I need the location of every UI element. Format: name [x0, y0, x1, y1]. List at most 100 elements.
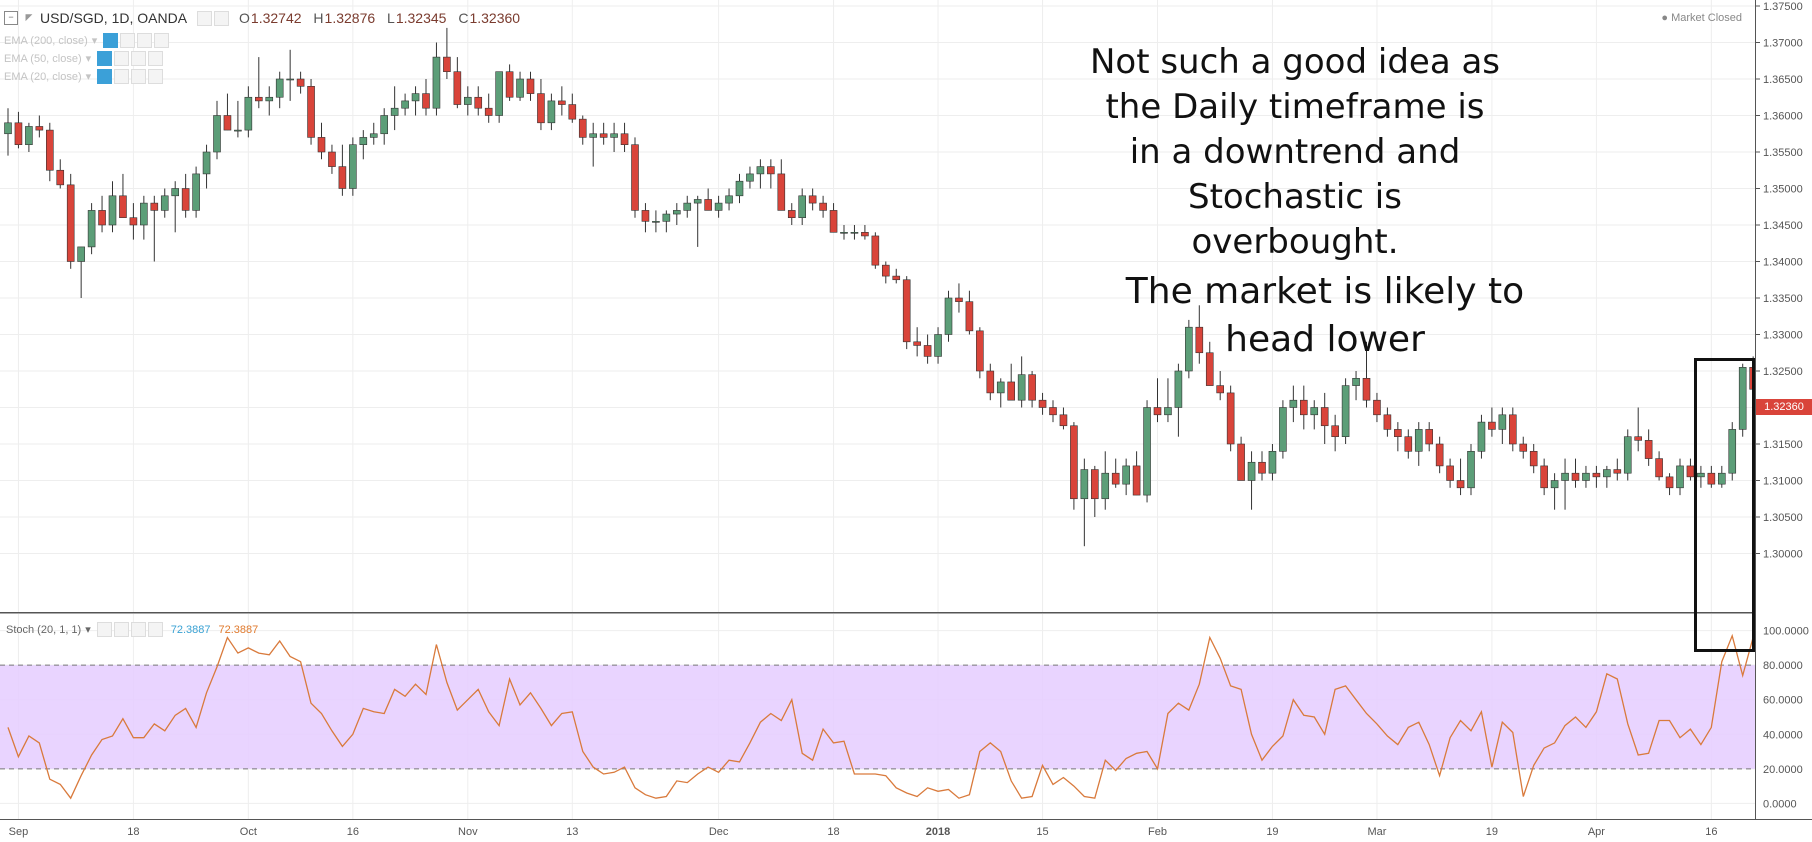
stoch-label[interactable]: Stoch (20, 1, 1) [6, 623, 82, 636]
candle-body [787, 210, 796, 218]
stoch-tick-label: 40.0000 [1763, 729, 1803, 741]
candle-body [1435, 443, 1444, 467]
pane-divider[interactable] [0, 612, 1812, 613]
close-label: C [458, 10, 469, 26]
candle [767, 159, 775, 189]
candle-body [443, 56, 451, 72]
candle-body [1216, 385, 1224, 394]
market-status: ● Market Closed [1661, 12, 1742, 24]
candle [641, 203, 650, 233]
settings-icon[interactable] [114, 51, 130, 66]
price-tick-label: 1.31000 [1763, 476, 1803, 488]
candle-body [610, 133, 618, 138]
time-tick-label: 2018 [926, 826, 950, 838]
candle [140, 195, 148, 240]
candle [881, 261, 890, 284]
stochastic-pane[interactable] [0, 614, 1775, 819]
candle-body [359, 137, 368, 145]
candle-body [223, 115, 232, 131]
candle [108, 181, 117, 233]
candle [976, 327, 984, 379]
candle-body [693, 199, 702, 204]
settings-icon[interactable] [214, 10, 230, 26]
open-value: 1.32742 [250, 10, 302, 26]
candle [996, 378, 1005, 408]
study-ema-200[interactable]: EMA (200, close) ▾ [4, 33, 171, 48]
add-icon[interactable] [131, 51, 147, 66]
add-icon[interactable] [130, 622, 146, 637]
candle-body [1185, 326, 1193, 372]
candle-body [1404, 436, 1413, 452]
candle [1101, 451, 1110, 510]
candle-body [1017, 374, 1026, 401]
candle-body [902, 279, 911, 343]
candle [1237, 436, 1245, 481]
candle-body [4, 122, 12, 135]
candle-body [516, 78, 524, 98]
eye-icon[interactable] [97, 69, 113, 84]
candle-body [484, 107, 493, 116]
candle-body [192, 173, 200, 211]
settings-icon[interactable] [120, 33, 136, 48]
eye-icon[interactable] [96, 622, 112, 637]
study-ema-50[interactable]: EMA (50, close) ▾ [4, 51, 165, 66]
candle-body [1195, 326, 1204, 354]
candle [244, 86, 253, 138]
candle-body [1132, 465, 1141, 496]
stoch-tick-label: 80.0000 [1763, 660, 1803, 672]
symbol-title[interactable]: USD/SGD, 1D, OANDA [40, 10, 188, 26]
time-tick-label: Oct [240, 826, 257, 838]
candle [1310, 400, 1319, 430]
candle-body [45, 129, 54, 171]
candle-body [1644, 440, 1653, 459]
study-ema-20[interactable]: EMA (20, close) ▾ [4, 69, 165, 84]
price-tick-label: 1.36500 [1763, 74, 1803, 86]
settings-icon[interactable] [113, 622, 129, 637]
candle-body [777, 173, 786, 211]
price-tick-label: 1.32500 [1763, 366, 1803, 378]
close-icon[interactable] [154, 33, 170, 48]
candle [693, 195, 702, 247]
candle-body [1603, 469, 1611, 478]
candle-body [1258, 461, 1266, 474]
stochastic-chart[interactable] [0, 614, 1775, 819]
time-axis[interactable]: Sep 18 Oct 16 Nov 13 Dec 18 2018 15 Feb 19 Mar 19 Apr 1… [0, 819, 1812, 842]
candle-body [683, 202, 692, 211]
candle [443, 27, 451, 79]
candle [192, 166, 200, 218]
candle [1477, 414, 1486, 459]
add-icon[interactable] [137, 33, 153, 48]
ohlc-values: O1.32742 H1.32876 L1.32345 C1.32360 [231, 10, 520, 26]
price-pane[interactable] [0, 0, 1789, 612]
candle [1467, 444, 1475, 496]
candle [944, 290, 953, 342]
candle [662, 210, 671, 233]
time-axis-labels: Sep 18 Oct 16 Nov 13 Dec 18 2018 15 Feb 19 Mar 19 Apr 1… [9, 826, 1812, 838]
collapse-icon[interactable]: − [4, 11, 18, 25]
candle [672, 203, 681, 225]
add-icon[interactable] [131, 69, 147, 84]
candle-body [599, 133, 608, 138]
candle [1195, 305, 1204, 364]
flag-icon[interactable]: ◤ [25, 12, 33, 22]
candle-body [453, 71, 462, 105]
close-icon[interactable] [148, 51, 164, 66]
time-tick-label: 16 [347, 826, 359, 838]
candle [1028, 371, 1036, 408]
candle-body [463, 96, 472, 105]
candle [484, 93, 493, 123]
candle [725, 188, 733, 211]
candlestick-chart[interactable] [0, 0, 1789, 612]
close-icon[interactable] [147, 622, 163, 637]
candle-body [202, 151, 211, 175]
close-icon[interactable] [148, 69, 164, 84]
price-tick-label: 1.33500 [1763, 293, 1803, 305]
eye-icon[interactable] [103, 33, 119, 48]
settings-icon[interactable] [114, 69, 130, 84]
time-tick-label: Sep [9, 826, 29, 838]
candle-body [1049, 407, 1057, 416]
candle-body [620, 133, 629, 145]
candle [1582, 465, 1590, 488]
eye-icon[interactable] [197, 10, 213, 26]
eye-icon[interactable] [97, 51, 113, 66]
